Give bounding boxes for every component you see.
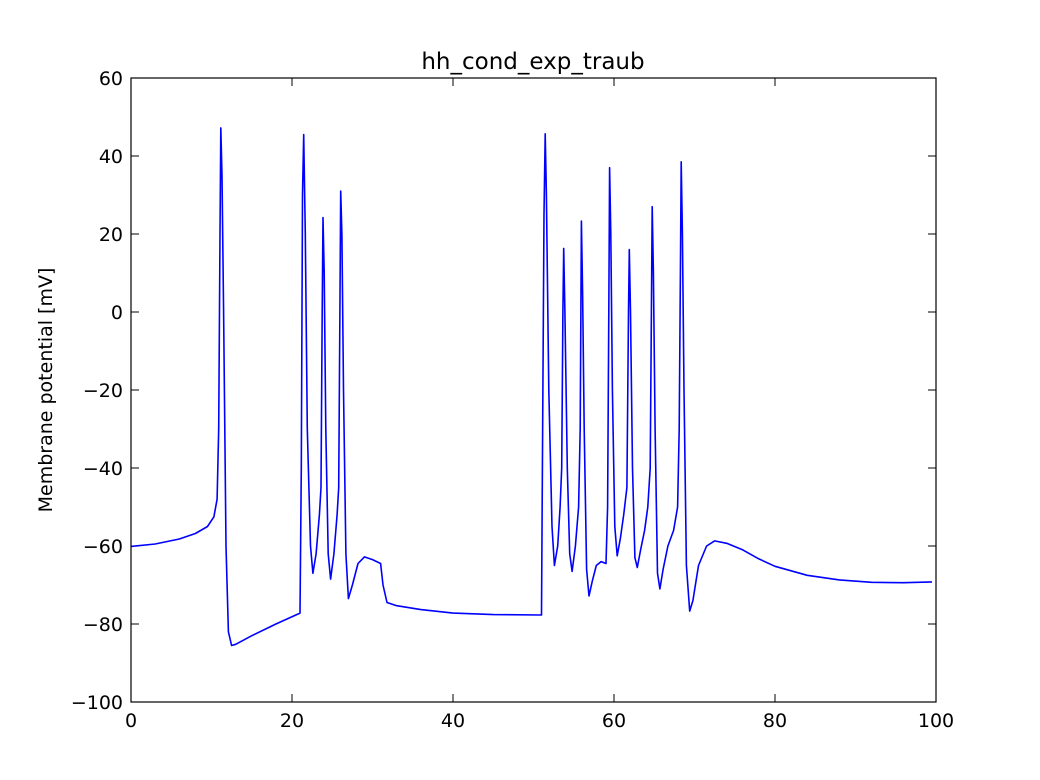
x-tick-label: 100: [918, 710, 954, 732]
y-tick-label: −20: [83, 380, 123, 402]
y-tick-label: 40: [99, 146, 123, 168]
y-tick-label: 20: [99, 224, 123, 246]
y-tick-label: 60: [99, 68, 123, 90]
x-tick-label: 20: [280, 710, 304, 732]
axis-tick-labels: 0 20 40 60 80 100 −100 −80 −60 −40 −20 0 20 40 60: [71, 68, 954, 732]
x-tick-label: 40: [441, 710, 465, 732]
y-tick-label: −100: [71, 692, 123, 714]
y-axis-label: Membrane potential [mV]: [35, 268, 57, 513]
x-tick-label: 60: [602, 710, 626, 732]
chart-title: hh_cond_exp_traub: [421, 49, 644, 75]
y-tick-label: −60: [83, 536, 123, 558]
y-tick-label: −80: [83, 614, 123, 636]
y-tick-label: −40: [83, 458, 123, 480]
x-tick-label: 0: [125, 710, 137, 732]
y-tick-label: 0: [111, 302, 123, 324]
membrane-potential-line: [131, 127, 933, 647]
plot-frame: [130, 77, 937, 703]
x-tick-label: 80: [763, 710, 787, 732]
